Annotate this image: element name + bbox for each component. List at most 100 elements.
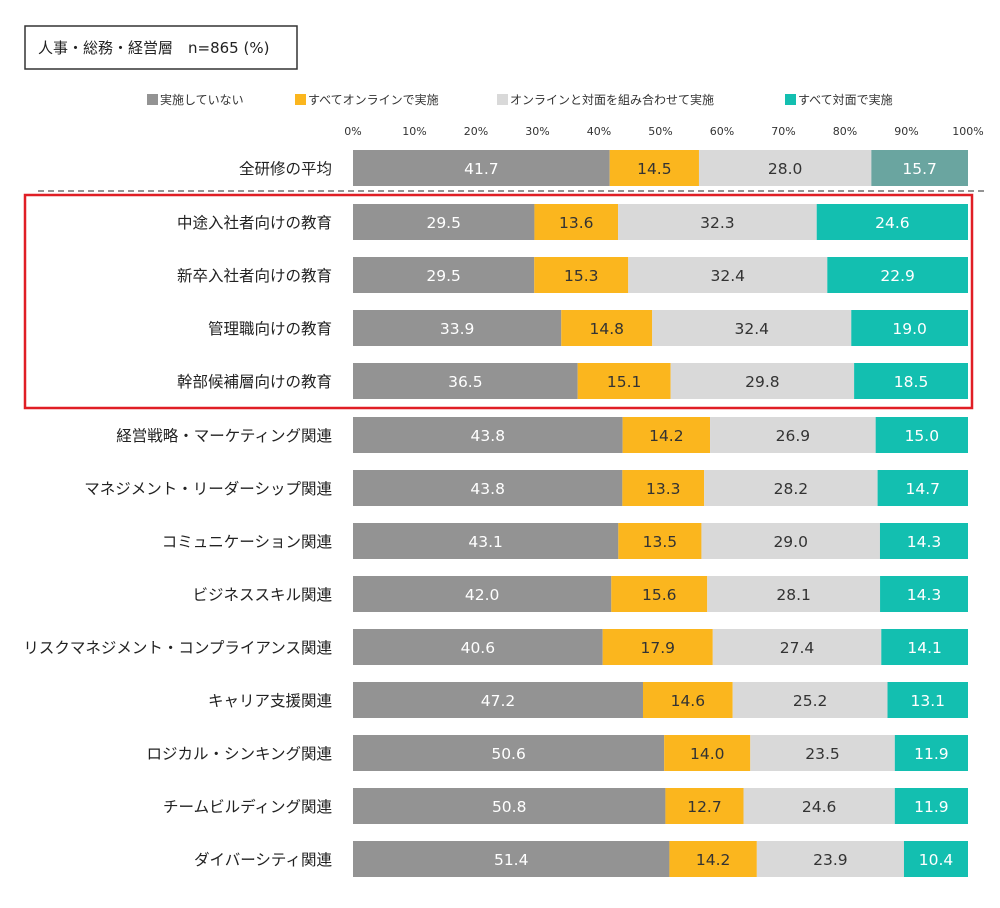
x-tick-label: 0% — [344, 125, 361, 138]
x-axis-ticks: 0% 10% 20% 30% 40% 50% 60% 70% 80% 90% 100% — [344, 125, 983, 138]
category-label: マネジメント・リーダーシップ関連 — [84, 480, 332, 498]
x-tick-label: 10% — [402, 125, 426, 138]
data-label: 14.3 — [907, 533, 942, 551]
data-label: 23.9 — [813, 851, 848, 869]
data-label: 29.8 — [745, 373, 780, 391]
data-label: 13.1 — [910, 692, 945, 710]
data-label: 14.8 — [589, 320, 624, 338]
data-label: 13.6 — [559, 214, 594, 232]
bar-segment — [353, 788, 666, 824]
bar-segment — [642, 682, 733, 718]
bar-segment — [903, 841, 968, 877]
bar-segment — [353, 204, 535, 240]
data-label: 14.3 — [907, 586, 942, 604]
bar-segment — [827, 257, 968, 293]
category-labels: 全研修の平均中途入社者向けの教育新卒入社者向けの教育管理職向けの教育幹部候補層向… — [23, 160, 332, 869]
data-label: 40.6 — [461, 639, 496, 657]
data-label: 24.6 — [875, 214, 910, 232]
bar-value-labels: 41.7 14.5 28.0 15.7 29.5 13.6 32.3 24.6 29.5 15.3… — [426, 160, 953, 869]
data-label: 22.9 — [880, 267, 915, 285]
data-label: 11.9 — [914, 798, 949, 816]
chart-title: 人事・総務・経営層 n=865 (%) — [38, 39, 269, 57]
bar-segment — [353, 470, 623, 506]
data-label: 36.5 — [448, 373, 483, 391]
bar-segment — [670, 363, 855, 399]
bar-segment — [353, 363, 578, 399]
bar-segment — [353, 523, 619, 559]
bar-segment — [353, 576, 612, 612]
data-label: 11.9 — [914, 745, 949, 763]
data-label: 27.4 — [780, 639, 815, 657]
category-label: 幹部候補層向けの教育 — [177, 372, 332, 391]
bar-segment — [816, 204, 968, 240]
bar-segment — [622, 417, 711, 453]
bar-segment — [750, 735, 895, 771]
data-label: 32.3 — [700, 214, 735, 232]
data-label: 10.4 — [919, 851, 954, 869]
data-label: 14.2 — [696, 851, 731, 869]
bar-segment — [887, 682, 968, 718]
bar-segment — [534, 204, 619, 240]
x-tick-label: 60% — [710, 125, 734, 138]
bar-segment — [353, 310, 562, 346]
data-label: 13.5 — [643, 533, 678, 551]
bar-segment — [665, 788, 744, 824]
chart-title-box: 人事・総務・経営層 n=865 (%) — [24, 25, 298, 70]
bar-segment — [577, 363, 671, 399]
bar-segment — [879, 523, 968, 559]
data-label: 29.0 — [773, 533, 808, 551]
category-label: ダイバーシティ関連 — [194, 851, 332, 869]
data-label: 14.6 — [671, 692, 706, 710]
x-tick-label: 70% — [771, 125, 795, 138]
bar-segment — [732, 682, 888, 718]
legend-label-0: 実施していない — [160, 92, 244, 107]
bar-segment — [881, 629, 968, 665]
legend-label-1: すべてオンラインで実施 — [308, 92, 439, 107]
data-label: 23.5 — [805, 745, 840, 763]
category-label: リスクマネジメント・コンプライアンス関連 — [23, 639, 332, 657]
data-label: 14.2 — [649, 427, 684, 445]
x-tick-label: 50% — [648, 125, 672, 138]
bar-segment — [602, 629, 713, 665]
legend-label-2: オンラインと対面を組み合わせて実施 — [510, 92, 714, 107]
data-label: 42.0 — [465, 586, 500, 604]
bar-segment — [628, 257, 828, 293]
legend-swatch-3 — [785, 94, 796, 105]
bar-segment — [704, 470, 878, 506]
bar-segment — [561, 310, 653, 346]
x-tick-label: 30% — [525, 125, 549, 138]
data-label: 15.3 — [564, 267, 599, 285]
data-label: 14.0 — [690, 745, 725, 763]
bar-segment — [880, 576, 968, 612]
bar-segment — [712, 629, 882, 665]
bar-segment — [710, 417, 876, 453]
data-label: 14.5 — [637, 160, 672, 178]
data-label: 14.7 — [906, 480, 941, 498]
legend: 実施していない すべてオンラインで実施 オンラインと対面を組み合わせて実施 すべて対面… — [147, 92, 893, 107]
bar-segment — [875, 417, 968, 453]
data-label: 43.8 — [471, 427, 506, 445]
data-label: 43.8 — [470, 480, 505, 498]
category-label: ビジネススキル関連 — [192, 586, 332, 604]
legend-swatch-1 — [295, 94, 306, 105]
data-label: 50.8 — [492, 798, 527, 816]
bar-segment — [698, 150, 872, 186]
bar-segment — [353, 841, 670, 877]
category-label: 管理職向けの教育 — [208, 320, 332, 338]
data-label: 29.5 — [426, 267, 461, 285]
x-tick-label: 40% — [587, 125, 611, 138]
category-label: 新卒入社者向けの教育 — [177, 267, 332, 285]
bar-segment — [353, 257, 535, 293]
data-label: 18.5 — [894, 373, 929, 391]
x-tick-label: 20% — [464, 125, 488, 138]
category-label: ロジカル・シンキング関連 — [146, 745, 332, 763]
bar-segment — [871, 150, 968, 186]
data-label: 17.9 — [640, 639, 675, 657]
data-label: 15.1 — [607, 373, 642, 391]
data-label: 28.0 — [768, 160, 803, 178]
bar-segment — [851, 310, 968, 346]
data-label: 15.6 — [642, 586, 677, 604]
bar-segment — [652, 310, 852, 346]
bar-segment — [894, 788, 968, 824]
data-label: 32.4 — [734, 320, 769, 338]
